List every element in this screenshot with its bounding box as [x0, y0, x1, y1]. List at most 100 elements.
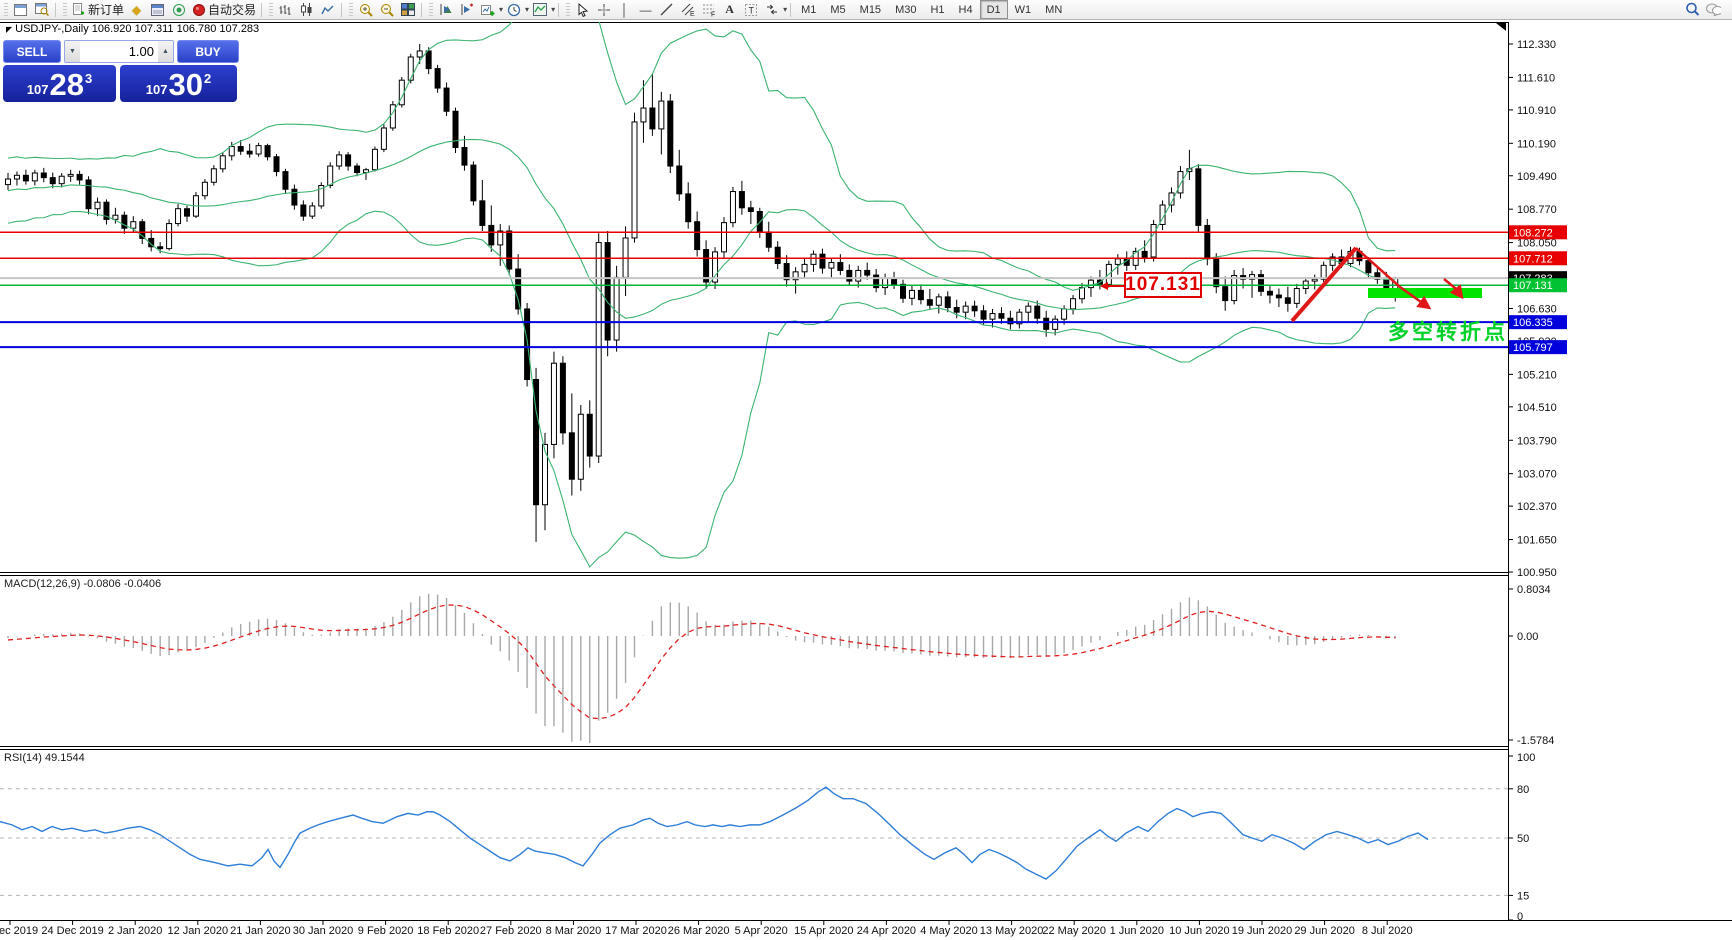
autotrading-button[interactable]: 自动交易	[189, 0, 258, 19]
candle	[40, 172, 47, 179]
date-tick[interactable]: 27 Feb 2020	[480, 925, 542, 937]
date-tick[interactable]: 22 May 2020	[1042, 925, 1106, 937]
highlight-band[interactable]	[1368, 288, 1482, 298]
sell-button[interactable]: SELL	[3, 40, 61, 63]
volume-down-button[interactable]: ▼	[65, 41, 80, 62]
date-tick[interactable]: 9 Feb 2020	[358, 925, 414, 937]
indicators-button[interactable]	[477, 0, 498, 19]
timeframe-m15-button[interactable]: M15	[859, 3, 882, 16]
chat-button[interactable]	[1703, 0, 1724, 19]
candlestick-button[interactable]	[296, 0, 317, 19]
zoom-in-button[interactable]	[355, 0, 376, 19]
tile-windows-button[interactable]	[397, 0, 418, 19]
search-button[interactable]	[1682, 0, 1703, 19]
timeframe-m1-button[interactable]: M1	[801, 3, 817, 16]
profiles-button[interactable]	[31, 0, 52, 19]
macd-panel[interactable]	[7, 593, 1396, 744]
toolbar-grip	[269, 3, 274, 16]
timeframe-h1-button[interactable]: H1	[930, 3, 945, 16]
date-tick[interactable]: 19 Jun 2020	[1232, 925, 1293, 937]
candle	[425, 50, 432, 70]
periods-dropdown[interactable]: ▾	[525, 5, 530, 14]
date-tick[interactable]: 21 Jan 2020	[230, 925, 291, 937]
timeframe-d1-button[interactable]: D1	[979, 0, 1008, 19]
label-button[interactable]: T	[740, 0, 761, 19]
date-tick[interactable]: 10 Jun 2020	[1169, 925, 1230, 937]
date-tick[interactable]: 8 Jul 2020	[1362, 925, 1413, 937]
horizontal-line-button[interactable]: —	[635, 0, 656, 19]
toolbar-separator	[341, 2, 343, 17]
bar-chart-button[interactable]	[275, 0, 296, 19]
hook-arrow[interactable]	[1443, 278, 1464, 300]
date-tick[interactable]: 26 Mar 2020	[668, 925, 730, 937]
svg-text:107.131: 107.131	[1513, 280, 1553, 292]
candlestick-icon	[299, 2, 314, 17]
date-tick[interactable]: 2 Jan 2020	[108, 925, 162, 937]
zigzag-down-arrow[interactable]	[1355, 247, 1432, 310]
main-price-panel[interactable]	[0, 0, 1508, 568]
templates-button[interactable]	[529, 0, 550, 19]
horizontal-line-icon: —	[639, 2, 652, 17]
date-tick[interactable]: 17 Mar 2020	[605, 925, 667, 937]
date-tick[interactable]: 13 May 2020	[980, 925, 1044, 937]
channel-button[interactable]: E	[677, 0, 698, 19]
price-tick: 111.610	[1517, 72, 1555, 84]
date-tick[interactable]: 4 May 2020	[920, 925, 977, 937]
date-tick[interactable]: 15 Apr 2020	[794, 925, 853, 937]
indicators-dropdown[interactable]: ▾	[499, 5, 504, 14]
date-tick[interactable]: 8 Mar 2020	[546, 925, 602, 937]
date-tick[interactable]: 30 Jan 2020	[293, 925, 354, 937]
candle	[1177, 171, 1184, 194]
text-button[interactable]: A	[719, 0, 740, 19]
rsi-panel[interactable]	[0, 786, 1508, 896]
candle	[1383, 278, 1390, 290]
price-callout-label[interactable]: 107.131	[1124, 272, 1202, 298]
chat-icon	[1706, 2, 1721, 17]
date-tick[interactable]: 5 Apr 2020	[735, 925, 788, 937]
rsi-tick: 50	[1517, 833, 1529, 845]
candle	[309, 205, 316, 217]
fibonacci-icon: F	[701, 2, 716, 17]
date-tick[interactable]: 12 Jan 2020	[168, 925, 229, 937]
date-tick[interactable]: 29 Jun 2020	[1294, 925, 1355, 937]
timeframe-h4-button[interactable]: H4	[958, 3, 973, 16]
crosshair-button[interactable]	[593, 0, 614, 19]
chart-shift-button[interactable]	[456, 0, 477, 19]
periods-button[interactable]	[503, 0, 524, 19]
date-tick[interactable]: 5 Dec 2019	[0, 925, 38, 937]
date-tick[interactable]: 1 Jun 2020	[1110, 925, 1164, 937]
annotation-text[interactable]: 多空转折点	[1388, 321, 1508, 344]
new-chart-button[interactable]	[10, 0, 31, 19]
candle	[953, 307, 960, 313]
cursor-button[interactable]	[572, 0, 593, 19]
arrows-dropdown[interactable]: ▾	[783, 5, 788, 14]
signal-button[interactable]	[168, 0, 189, 19]
zigzag-up-arrow[interactable]	[1290, 246, 1358, 323]
volume-input[interactable]: 1.00	[128, 44, 154, 59]
terminal-button[interactable]	[147, 0, 168, 19]
arrows-button[interactable]	[761, 0, 782, 19]
vertical-line-button[interactable]: │	[614, 0, 635, 19]
candle	[434, 68, 441, 89]
trendline-button[interactable]	[656, 0, 677, 19]
date-tick[interactable]: 24 Apr 2020	[857, 925, 916, 937]
date-tick[interactable]: 18 Feb 2020	[417, 925, 479, 937]
metaeditor-button[interactable]: ◆	[126, 0, 147, 19]
timeframe-m30-button[interactable]: M30	[895, 3, 917, 16]
templates-dropdown[interactable]: ▾	[551, 5, 556, 14]
date-tick[interactable]: 24 Dec 2019	[41, 925, 103, 937]
buy-price-box[interactable]: 107 30 2	[120, 65, 237, 102]
volume-up-button[interactable]: ▲	[158, 41, 173, 62]
timeframe-w1-button[interactable]: W1	[1014, 3, 1032, 16]
timeframe-mn-button[interactable]: MN	[1045, 3, 1063, 16]
buy-button[interactable]: BUY	[177, 40, 239, 63]
fibonacci-button[interactable]: F	[698, 0, 719, 19]
timeframe-m5-button[interactable]: M5	[830, 3, 846, 16]
line-chart-button[interactable]	[317, 0, 338, 19]
new-order-button[interactable]: 新订单	[69, 0, 126, 19]
svg-text:E: E	[690, 11, 695, 17]
zoom-out-button[interactable]	[376, 0, 397, 19]
sell-price-box[interactable]: 107 28 3	[3, 65, 116, 102]
auto-scroll-button[interactable]	[435, 0, 456, 19]
